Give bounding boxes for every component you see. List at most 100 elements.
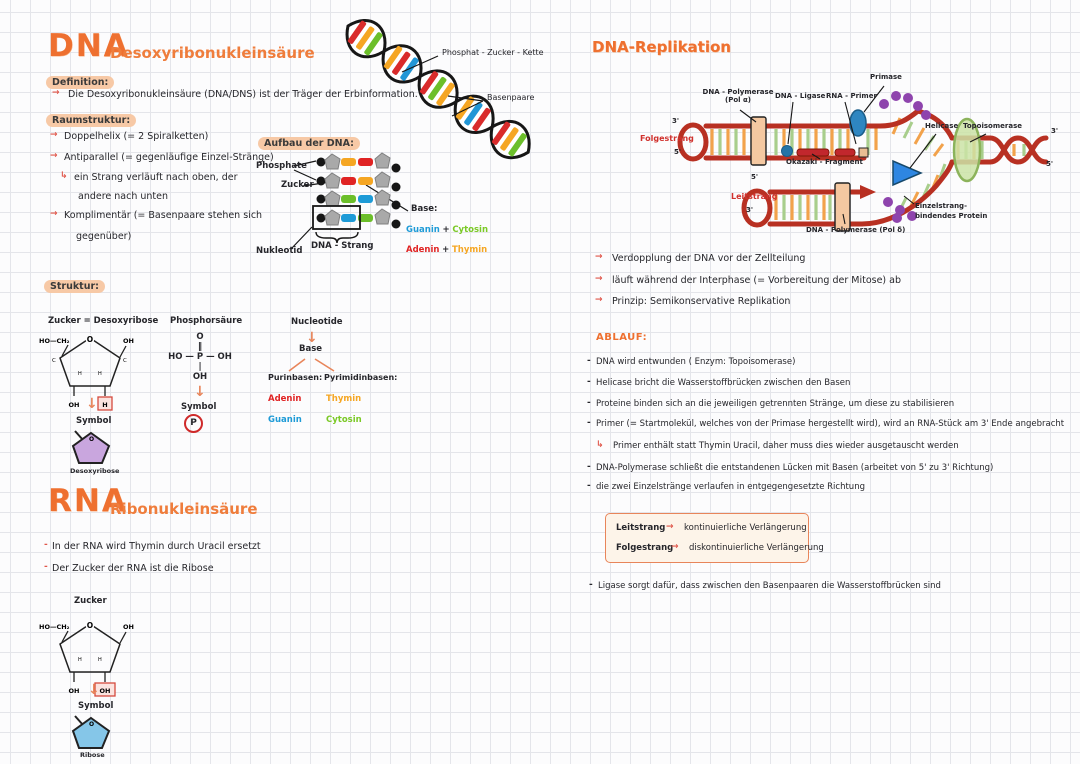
base-node: Base — [299, 344, 323, 354]
plus-sign: + — [442, 225, 450, 235]
dna-helix-illustration — [345, 19, 531, 160]
phosphorsaeure-formula: O ‖ HO — P — OH | OH — [168, 332, 232, 382]
symbol-label: Symbol — [78, 701, 114, 711]
ribose-symbol: O — [71, 715, 111, 749]
pol-delta-label: DNA - Polymerase (Pol δ) — [806, 226, 906, 234]
primase-label: Primase — [870, 73, 902, 81]
rna-title: RNA — [48, 483, 128, 519]
svg-text:H: H — [78, 371, 82, 377]
replikation-title: DNA-Replikation — [592, 38, 731, 56]
ligase-note: Ligase sorgt dafür, dass zwischen den Ba… — [598, 581, 941, 591]
svg-text:HO—CH₂: HO—CH₂ — [39, 337, 70, 345]
nucleotide-title: Nucleotide — [291, 317, 343, 327]
symbol-label: Symbol — [76, 416, 112, 426]
ligase-label: DNA - Ligase — [775, 92, 826, 100]
svg-text:O: O — [87, 335, 93, 344]
svg-text:OH: OH — [69, 687, 80, 695]
ablauf-header: ABLAUF: — [596, 332, 648, 343]
box-arrow: → — [666, 522, 674, 532]
definition-arrow: → — [52, 88, 60, 98]
replication-diagram — [677, 85, 1049, 232]
rna-primer-piece — [858, 147, 869, 158]
box-arrow: → — [671, 542, 679, 552]
base-label: Base: — [411, 204, 438, 214]
svg-text:H: H — [98, 371, 102, 377]
ablauf-item: die zwei Einzelstränge verlaufen in entg… — [596, 482, 865, 492]
pyrimidinbasen-label: Pyrimidinbasen: — [324, 373, 398, 382]
guanin-item: Guanin — [268, 415, 302, 425]
ablauf-item: Primer (= Startmolekül, welches von der … — [596, 419, 1065, 429]
down-arrow: ↓ — [88, 682, 100, 698]
raum-submarker: ↳ — [60, 171, 68, 181]
phosphate-symbol: P — [184, 414, 203, 433]
ligase-note-marker: - — [589, 580, 593, 590]
pol-alpha-label: DNA - Polymerase (Pol α) — [702, 88, 774, 104]
svg-text:C: C — [52, 358, 56, 364]
ablauf-marker: - — [587, 481, 591, 491]
ablauf-marker: - — [587, 462, 591, 472]
ablauf-marker: - — [587, 398, 591, 408]
box-folgestrang: Folgestrang — [616, 543, 674, 553]
rna-zucker-label: Zucker — [74, 596, 107, 606]
ssb-label-line2: bindendes Protein — [915, 212, 988, 220]
thymin-item: Thymin — [326, 394, 362, 404]
ssb-proteins — [879, 91, 931, 223]
zucker-label: Zucker — [281, 180, 314, 190]
raum-item: andere nach unten — [78, 191, 169, 202]
dna-strang-label: DNA - Strang — [311, 241, 374, 251]
struktur-header: Struktur: — [44, 274, 105, 293]
dna-strang-brace — [315, 231, 359, 244]
ablauf-item: Helicase bricht die Wasserstoffbrücken z… — [596, 378, 851, 388]
intro-marker: → — [595, 295, 603, 305]
ablauf-item: DNA-Polymerase schließt die entstandenen… — [596, 463, 994, 473]
folgestrang-label: Folgestrang — [640, 134, 694, 143]
ablauf-item: DNA wird entwunden ( Enzym: Topoisomeras… — [596, 357, 796, 367]
dna-polymerase-delta-shape — [834, 182, 851, 232]
box-leit-text: kontinuierliche Verlängerung — [684, 523, 807, 533]
intro-marker: → — [595, 274, 603, 284]
desoxyribose-symbol: O — [71, 430, 111, 464]
purinbasen-label: Purinbasen: — [268, 373, 323, 382]
rna-item-marker: - — [44, 540, 48, 550]
ablauf-submarker: ↳ — [596, 440, 604, 450]
down-arrow: ↓ — [86, 396, 98, 412]
helix-bases-label: Basenpaare — [487, 93, 535, 102]
strand-summary-box: Leitstrang → kontinuierliche Verlängerun… — [605, 513, 824, 563]
svg-text:O: O — [89, 721, 94, 728]
leading-strand-arrowhead — [860, 185, 876, 199]
svg-text:HO—CH₂: HO—CH₂ — [39, 623, 70, 631]
svg-text:H: H — [78, 657, 82, 663]
down-arrow: ↓ — [194, 384, 206, 400]
svg-text:OH: OH — [123, 337, 134, 345]
dna-ladder-diagram — [290, 152, 409, 250]
okazaki-fragment-2 — [834, 148, 856, 157]
nucleotide-tree-lines — [288, 358, 335, 372]
raum-marker: → — [50, 209, 58, 219]
ribose-name: Ribose — [80, 751, 105, 759]
raum-item: gegenüber) — [76, 231, 132, 242]
adenin-item: Adenin — [268, 394, 302, 404]
raumstruktur-header: Raumstruktur: — [46, 108, 137, 127]
ablauf-item: Primer enthält statt Thymin Uracil, dahe… — [613, 441, 959, 451]
ablauf-marker: - — [587, 356, 591, 366]
cytosin-label: Cytosin — [452, 225, 489, 235]
svg-text:O: O — [87, 621, 93, 630]
topoisomerase-shape — [952, 117, 982, 183]
okazaki-fragment-1 — [796, 148, 830, 157]
folgestrang-5prime: 5' — [674, 148, 682, 156]
adenin-label: Adenin — [406, 245, 440, 255]
base-pair-2: Adenin + Thymin — [406, 245, 487, 255]
ribose-ring: O HO—CH₂ OH H H OH OH — [39, 620, 134, 697]
intro-marker: → — [595, 252, 603, 262]
dna-polymerase-alpha-shape — [750, 116, 767, 166]
thymin-label: Thymin — [451, 245, 488, 255]
dna-title: DNA — [48, 28, 130, 64]
svg-text:C: C — [123, 358, 127, 364]
folgestrang-3prime: 3' — [672, 117, 680, 125]
topoisomerase-label: Topoisomerase — [963, 122, 1022, 130]
helicase-shape — [892, 159, 923, 187]
rna-primer-label: RNA - Primer — [826, 92, 877, 100]
base-pair-1: Guanin + Cytosin — [406, 225, 488, 235]
raum-item: Antiparallel (= gegenläufige Einzel-Strä… — [64, 152, 274, 163]
